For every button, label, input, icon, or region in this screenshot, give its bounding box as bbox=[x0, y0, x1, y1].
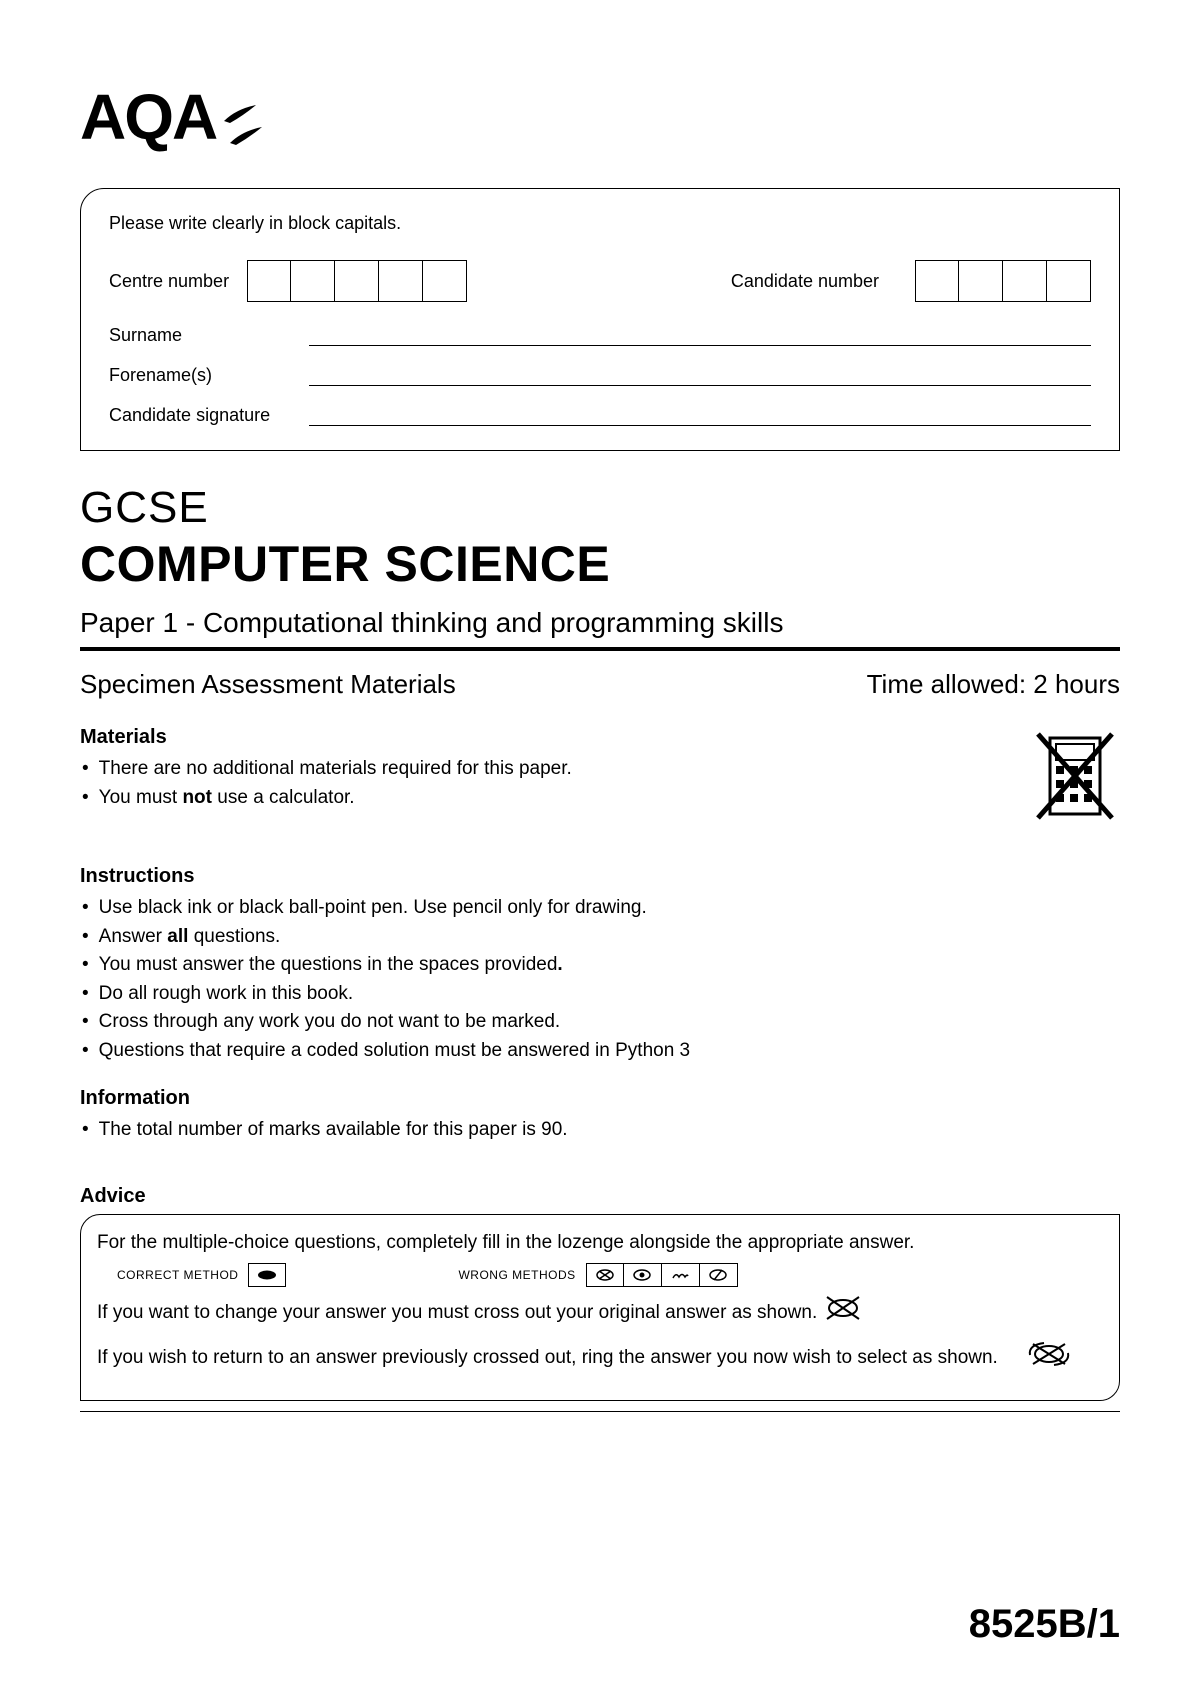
signature-input-line[interactable] bbox=[309, 404, 1091, 426]
instruction-item: Do all rough work in this book. bbox=[82, 980, 1120, 1009]
forenames-label: Forename(s) bbox=[109, 365, 309, 386]
advice-bottom-rule bbox=[80, 1411, 1120, 1412]
lozenge-filled-icon bbox=[248, 1263, 286, 1287]
aqa-logo: AQA bbox=[80, 80, 1120, 160]
paper-subtitle: Paper 1 - Computational thinking and pro… bbox=[80, 607, 1120, 639]
forenames-input-line[interactable] bbox=[309, 364, 1091, 386]
materials-list: There are no additional materials requir… bbox=[80, 755, 990, 812]
instruction-item: Use black ink or black ball-point pen. U… bbox=[82, 894, 1120, 923]
advice-heading: Advice bbox=[80, 1185, 1120, 1208]
spec-time-row: Specimen Assessment Materials Time allow… bbox=[80, 669, 1120, 700]
information-item: The total number of marks available for … bbox=[82, 1116, 1120, 1145]
wrong-lozenge-group bbox=[586, 1263, 738, 1287]
instructions-list: Use black ink or black ball-point pen. U… bbox=[80, 894, 1120, 1065]
information-heading: Information bbox=[80, 1087, 1120, 1110]
forenames-row: Forename(s) bbox=[109, 364, 1091, 386]
candidate-number-label: Candidate number bbox=[731, 271, 879, 292]
advice-change-row: If you want to change your answer you mu… bbox=[97, 1295, 1103, 1331]
materials-section: Materials There are no additional materi… bbox=[80, 726, 1120, 831]
surname-label: Surname bbox=[109, 325, 309, 346]
logo-swoosh-icon bbox=[222, 86, 264, 160]
materials-item: There are no additional materials requir… bbox=[82, 755, 990, 784]
time-allowed-label: Time allowed: 2 hours bbox=[867, 669, 1120, 700]
candidate-details-box: Please write clearly in block capitals. … bbox=[80, 188, 1120, 451]
logo-text: AQA bbox=[80, 80, 216, 154]
instruction-item: Answer all questions. bbox=[82, 923, 1120, 952]
crossed-lozenge-icon bbox=[823, 1295, 863, 1331]
no-calculator-icon bbox=[1030, 726, 1120, 831]
correct-lozenge-group bbox=[248, 1263, 286, 1287]
instruction-item: You must answer the questions in the spa… bbox=[82, 951, 1120, 980]
wrong-methods-label: WRONG METHODS bbox=[458, 1266, 575, 1284]
lozenge-cross-icon bbox=[586, 1263, 624, 1287]
materials-heading: Materials bbox=[80, 726, 990, 749]
signature-row: Candidate signature bbox=[109, 404, 1091, 426]
title-rule bbox=[80, 647, 1120, 651]
title-block: GCSE COMPUTER SCIENCE Paper 1 - Computat… bbox=[80, 483, 1120, 639]
paper-code: 8525B/1 bbox=[969, 1602, 1120, 1647]
candidate-digit-2[interactable] bbox=[959, 260, 1003, 302]
instruction-item: Cross through any work you do not want t… bbox=[82, 1008, 1120, 1037]
instruction-item: Questions that require a coded solution … bbox=[82, 1037, 1120, 1066]
surname-row: Surname bbox=[109, 324, 1091, 346]
candidate-digit-1[interactable] bbox=[915, 260, 959, 302]
candidate-digit-3[interactable] bbox=[1003, 260, 1047, 302]
qualification-level: GCSE bbox=[80, 483, 1120, 533]
instructions-section: Instructions Use black ink or black ball… bbox=[80, 865, 1120, 1065]
materials-item: You must not use a calculator. bbox=[82, 784, 990, 813]
lozenge-slash-icon bbox=[700, 1263, 738, 1287]
centre-number-boxes[interactable] bbox=[247, 260, 467, 302]
specimen-label: Specimen Assessment Materials bbox=[80, 669, 456, 700]
advice-change-text: If you want to change your answer you mu… bbox=[97, 1299, 817, 1328]
surname-input-line[interactable] bbox=[309, 324, 1091, 346]
advice-section: Advice For the multiple-choice questions… bbox=[80, 1185, 1120, 1413]
lozenge-dot-icon bbox=[624, 1263, 662, 1287]
centre-digit-1[interactable] bbox=[247, 260, 291, 302]
centre-number-label: Centre number bbox=[109, 271, 229, 292]
correct-method-label: CORRECT METHOD bbox=[117, 1266, 238, 1284]
advice-box: For the multiple-choice questions, compl… bbox=[80, 1214, 1120, 1402]
ringed-lozenge-icon bbox=[1024, 1339, 1074, 1379]
block-capitals-instruction: Please write clearly in block capitals. bbox=[109, 213, 1091, 234]
centre-digit-4[interactable] bbox=[379, 260, 423, 302]
lozenge-scribble-icon bbox=[662, 1263, 700, 1287]
signature-label: Candidate signature bbox=[109, 405, 309, 426]
method-examples-row: CORRECT METHOD WRONG METHODS bbox=[97, 1263, 1103, 1287]
advice-return-text: If you wish to return to an answer previ… bbox=[97, 1344, 998, 1373]
subject-title: COMPUTER SCIENCE bbox=[80, 535, 1120, 593]
advice-return-row: If you wish to return to an answer previ… bbox=[97, 1339, 1103, 1379]
centre-digit-5[interactable] bbox=[423, 260, 467, 302]
candidate-number-boxes[interactable] bbox=[915, 260, 1091, 302]
centre-digit-2[interactable] bbox=[291, 260, 335, 302]
advice-intro: For the multiple-choice questions, compl… bbox=[97, 1229, 1103, 1258]
candidate-digit-4[interactable] bbox=[1047, 260, 1091, 302]
number-row: Centre number Candidate number bbox=[109, 260, 1091, 302]
centre-digit-3[interactable] bbox=[335, 260, 379, 302]
instructions-heading: Instructions bbox=[80, 865, 1120, 888]
information-section: Information The total number of marks av… bbox=[80, 1087, 1120, 1145]
information-list: The total number of marks available for … bbox=[80, 1116, 1120, 1145]
